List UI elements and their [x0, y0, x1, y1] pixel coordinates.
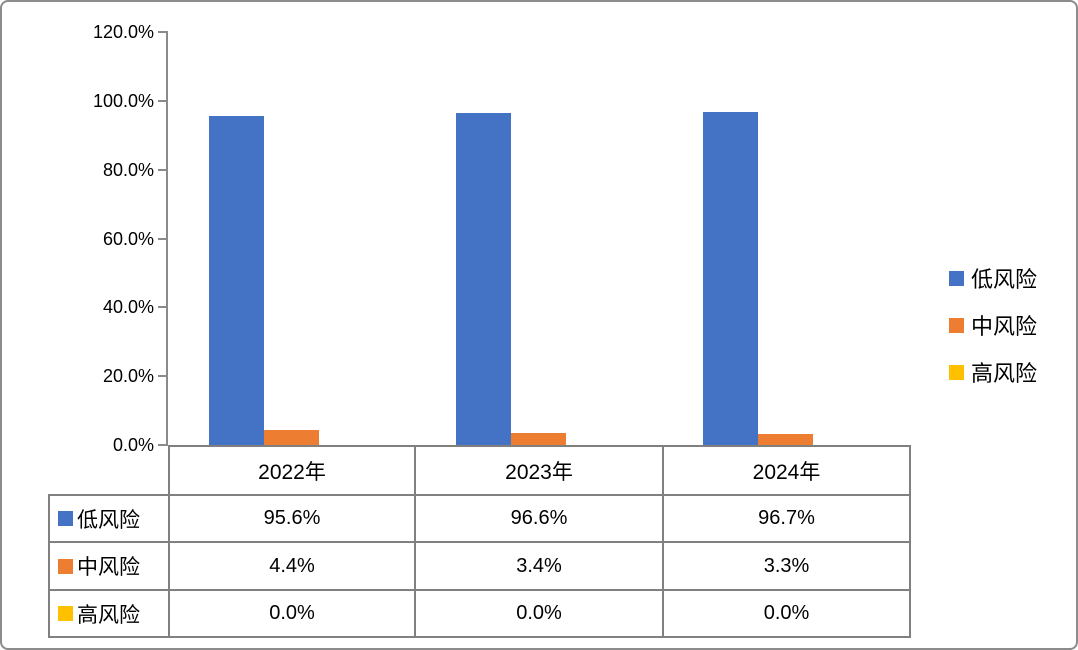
y-axis-tick — [158, 444, 168, 446]
table-row-label-text: 高风险 — [77, 603, 140, 627]
table-row-mid-risk: 中风险 4.4% 3.4% 3.3% — [48, 541, 911, 591]
y-axis-tick — [158, 99, 168, 102]
legend-swatch-mid-risk-icon — [949, 317, 964, 333]
y-axis-tick — [158, 168, 168, 171]
y-axis-tick-label: 100.0% — [92, 90, 154, 111]
table-row-label-text: 中风险 — [77, 556, 140, 579]
legend: 低风险 中风险 高风险 — [949, 265, 1038, 386]
table-row-low-risk: 低风险 95.6% 96.6% 96.7% — [48, 494, 911, 543]
table-row-label-inner: 低风险 — [51, 504, 167, 534]
bar-mid-risk-2024年 — [758, 434, 813, 445]
table-row-label-mid-risk: 中风险 — [48, 541, 170, 591]
legend-item-low-risk: 低风险 — [949, 265, 1038, 292]
y-axis-tick-label: 0.0% — [112, 435, 154, 455]
table-cell-high-risk-2024年: 0.0% — [662, 589, 911, 638]
table-cell-high-risk-2022年: 0.0% — [168, 589, 416, 638]
legend-item-high-risk: 高风险 — [949, 359, 1038, 386]
legend-label: 中风险 — [971, 314, 1038, 339]
table-cell-low-risk-2022年: 95.6% — [168, 494, 416, 543]
y-axis-tick — [158, 31, 168, 33]
bar-low-risk-2022年 — [209, 116, 264, 445]
table-row-label-low-risk: 低风险 — [48, 494, 170, 543]
legend-label: 低风险 — [971, 267, 1038, 292]
y-axis-tick-label: 60.0% — [102, 228, 154, 249]
y-axis-tick-label: 20.0% — [102, 366, 154, 387]
table-header-row: 2022年 2023年 2024年 — [49, 445, 911, 496]
table-cell-mid-risk-2023年: 3.4% — [414, 541, 664, 591]
y-axis-tick — [158, 375, 168, 378]
bar-low-risk-2024年 — [703, 112, 758, 445]
bar-low-risk-2023年 — [456, 113, 511, 445]
bar-mid-risk-2023年 — [511, 433, 566, 445]
y-axis-tick — [158, 237, 168, 240]
table-cell-low-risk-2024年: 96.7% — [662, 494, 911, 543]
legend-label: 高风险 — [971, 361, 1038, 386]
table-corner-cell — [49, 446, 169, 495]
legend-swatch-low-risk-icon — [949, 270, 964, 286]
table-header-2022年: 2022年 — [168, 445, 416, 496]
table-swatch-mid-risk-icon — [58, 558, 73, 574]
table-header-2024年: 2024年 — [662, 445, 911, 496]
y-axis-tick-label: 80.0% — [102, 159, 154, 180]
data-table: 2022年 2023年 2024年低风险 95.6% 96.6% 96.7% 中风险 4.4%… — [48, 445, 911, 638]
table-row-high-risk: 高风险 0.0% 0.0% 0.0% — [48, 589, 911, 638]
table-cell-high-risk-2023年: 0.0% — [414, 589, 664, 638]
table-cell-low-risk-2023年: 96.6% — [414, 494, 664, 543]
table-swatch-low-risk-icon — [58, 511, 73, 526]
table-header-2023年: 2023年 — [414, 445, 664, 496]
table-row-label-inner: 中风险 — [51, 551, 167, 581]
table-row-label-inner: 高风险 — [51, 599, 167, 629]
y-axis-tick-label: 120.0% — [92, 22, 154, 42]
bar-mid-risk-2022年 — [264, 430, 319, 445]
table-row-label-high-risk: 高风险 — [48, 589, 170, 638]
legend-item-mid-risk: 中风险 — [949, 312, 1038, 339]
table-cell-mid-risk-2022年: 4.4% — [168, 541, 416, 591]
y-axis-tick — [158, 306, 168, 309]
table-cell-mid-risk-2024年: 3.3% — [662, 541, 911, 591]
table-row-label-text: 低风险 — [77, 508, 140, 532]
legend-swatch-high-risk-icon — [949, 364, 964, 380]
table-swatch-high-risk-icon — [58, 606, 73, 621]
y-axis-tick-label: 40.0% — [102, 297, 154, 318]
